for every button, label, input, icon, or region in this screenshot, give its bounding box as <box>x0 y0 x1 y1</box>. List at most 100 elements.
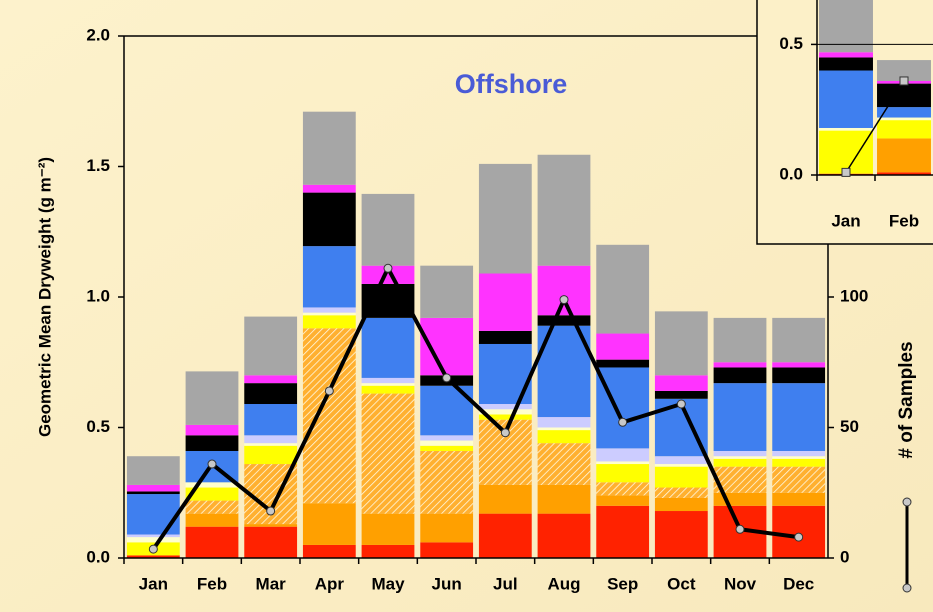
bar-segment <box>772 505 826 558</box>
bar-segment <box>772 458 826 467</box>
chart-title: Offshore <box>455 69 568 99</box>
bar-segment <box>302 307 356 313</box>
y-tick-label: 0.5 <box>86 417 110 436</box>
bar-segment <box>713 458 767 467</box>
bar-segment <box>361 317 415 378</box>
bar-segment <box>772 317 826 363</box>
line-point <box>841 167 851 177</box>
bar-segment <box>537 417 591 428</box>
bar-segment <box>478 330 532 344</box>
bar-segment <box>819 130 873 174</box>
bar-segment <box>654 487 708 498</box>
bar-segment <box>537 315 591 326</box>
legend-point <box>902 497 912 507</box>
line-point <box>324 386 334 396</box>
bar-segment <box>772 450 826 457</box>
line-point <box>899 76 909 86</box>
bar-segment <box>596 333 650 360</box>
bar-segment <box>361 377 415 384</box>
line-point <box>618 417 628 427</box>
bar-segment <box>361 193 415 266</box>
bar-segment <box>126 484 180 492</box>
bar-segment <box>654 375 708 391</box>
bar-segment <box>244 435 298 444</box>
bar-segment <box>877 117 931 121</box>
bar-segment <box>772 492 826 506</box>
bar-segment <box>819 0 873 53</box>
bar-segment <box>185 487 239 501</box>
line-point <box>148 544 158 554</box>
bar-segment <box>772 367 826 384</box>
bar-segment <box>420 440 474 446</box>
line-point <box>676 399 686 409</box>
x-tick-label: Jul <box>493 574 518 593</box>
bar-segment <box>361 265 415 284</box>
line-series <box>151 263 799 551</box>
x-tick-label: Jan <box>831 211 860 230</box>
bar-segment <box>877 120 931 139</box>
bar-segment <box>654 511 708 558</box>
y-tick-label: 1.0 <box>86 286 110 305</box>
inset-chart: 0.0 0.5 Jan Feb <box>779 0 933 230</box>
bar-segment <box>185 526 239 558</box>
x-tick-label: Jan <box>139 574 168 593</box>
bar-segment <box>713 456 767 459</box>
bar-segment <box>596 359 650 368</box>
bar-segment <box>537 430 591 444</box>
bar-segment <box>596 495 650 506</box>
bar-segment <box>361 544 415 558</box>
bar-segment <box>877 60 931 81</box>
main-chart: 0.0 0.5 1.0 1.5 2.0 0 50 100 Jan Feb Mar Apr May Jun J… <box>86 25 917 593</box>
x-tick-label: Jun <box>432 574 462 593</box>
bar-segment <box>478 414 532 420</box>
line-point <box>383 263 393 273</box>
x-tick-label: Dec <box>783 574 814 593</box>
bar-segment <box>185 371 239 425</box>
bar-segment <box>185 424 239 436</box>
bar-segment <box>654 464 708 467</box>
bar-segment <box>819 127 873 131</box>
bar-segment <box>302 544 356 558</box>
bar-segment <box>713 367 767 384</box>
bar-segment <box>537 265 591 316</box>
bar-segment <box>478 273 532 331</box>
y-tick-label: 0.0 <box>86 547 110 566</box>
bar-segment <box>596 461 650 465</box>
bar-segment <box>713 383 767 451</box>
x-tick-label: Feb <box>889 211 919 230</box>
bar-segment <box>302 184 356 193</box>
bar-segment <box>420 445 474 451</box>
bar-segment <box>126 534 180 538</box>
x-tick-label: May <box>371 574 405 593</box>
x-tick-label: Apr <box>315 574 345 593</box>
bar-segment <box>126 491 180 495</box>
bar-segment <box>654 311 708 376</box>
bar-segment <box>819 70 873 128</box>
bar-segment <box>420 513 474 543</box>
bar-segment <box>244 526 298 558</box>
bar-segment <box>244 443 298 446</box>
bar-segment <box>596 505 650 558</box>
legend-point <box>902 583 912 593</box>
bar-segment <box>361 393 415 514</box>
y-tick-label: 0.5 <box>779 34 803 53</box>
x-tick-label: Aug <box>547 574 580 593</box>
bar-segment <box>302 312 356 316</box>
x-tick-label: Sep <box>607 574 638 593</box>
bar-segment <box>596 244 650 334</box>
y-tick-label: 2.0 <box>86 25 110 44</box>
bar-segment <box>185 482 239 488</box>
bar-segment <box>185 435 239 451</box>
bar-segment <box>185 500 239 514</box>
bar-segment <box>244 375 298 384</box>
bar-segment <box>877 172 931 175</box>
bar-segment <box>244 383 298 405</box>
bar-segment <box>126 537 180 543</box>
y-tick-label: 1.5 <box>86 156 110 175</box>
bar-segment <box>819 52 873 58</box>
bar-segment <box>713 492 767 506</box>
bar-segment <box>713 362 767 368</box>
bar-segment <box>772 383 826 451</box>
bar-segment <box>654 497 708 512</box>
